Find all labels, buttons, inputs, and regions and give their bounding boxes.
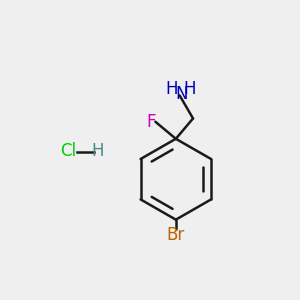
Text: H: H xyxy=(92,142,104,160)
Text: Cl: Cl xyxy=(60,142,76,160)
Text: Br: Br xyxy=(167,226,185,244)
Text: F: F xyxy=(146,113,156,131)
Text: H: H xyxy=(165,80,178,98)
Text: N: N xyxy=(175,85,188,103)
Text: H: H xyxy=(184,80,197,98)
